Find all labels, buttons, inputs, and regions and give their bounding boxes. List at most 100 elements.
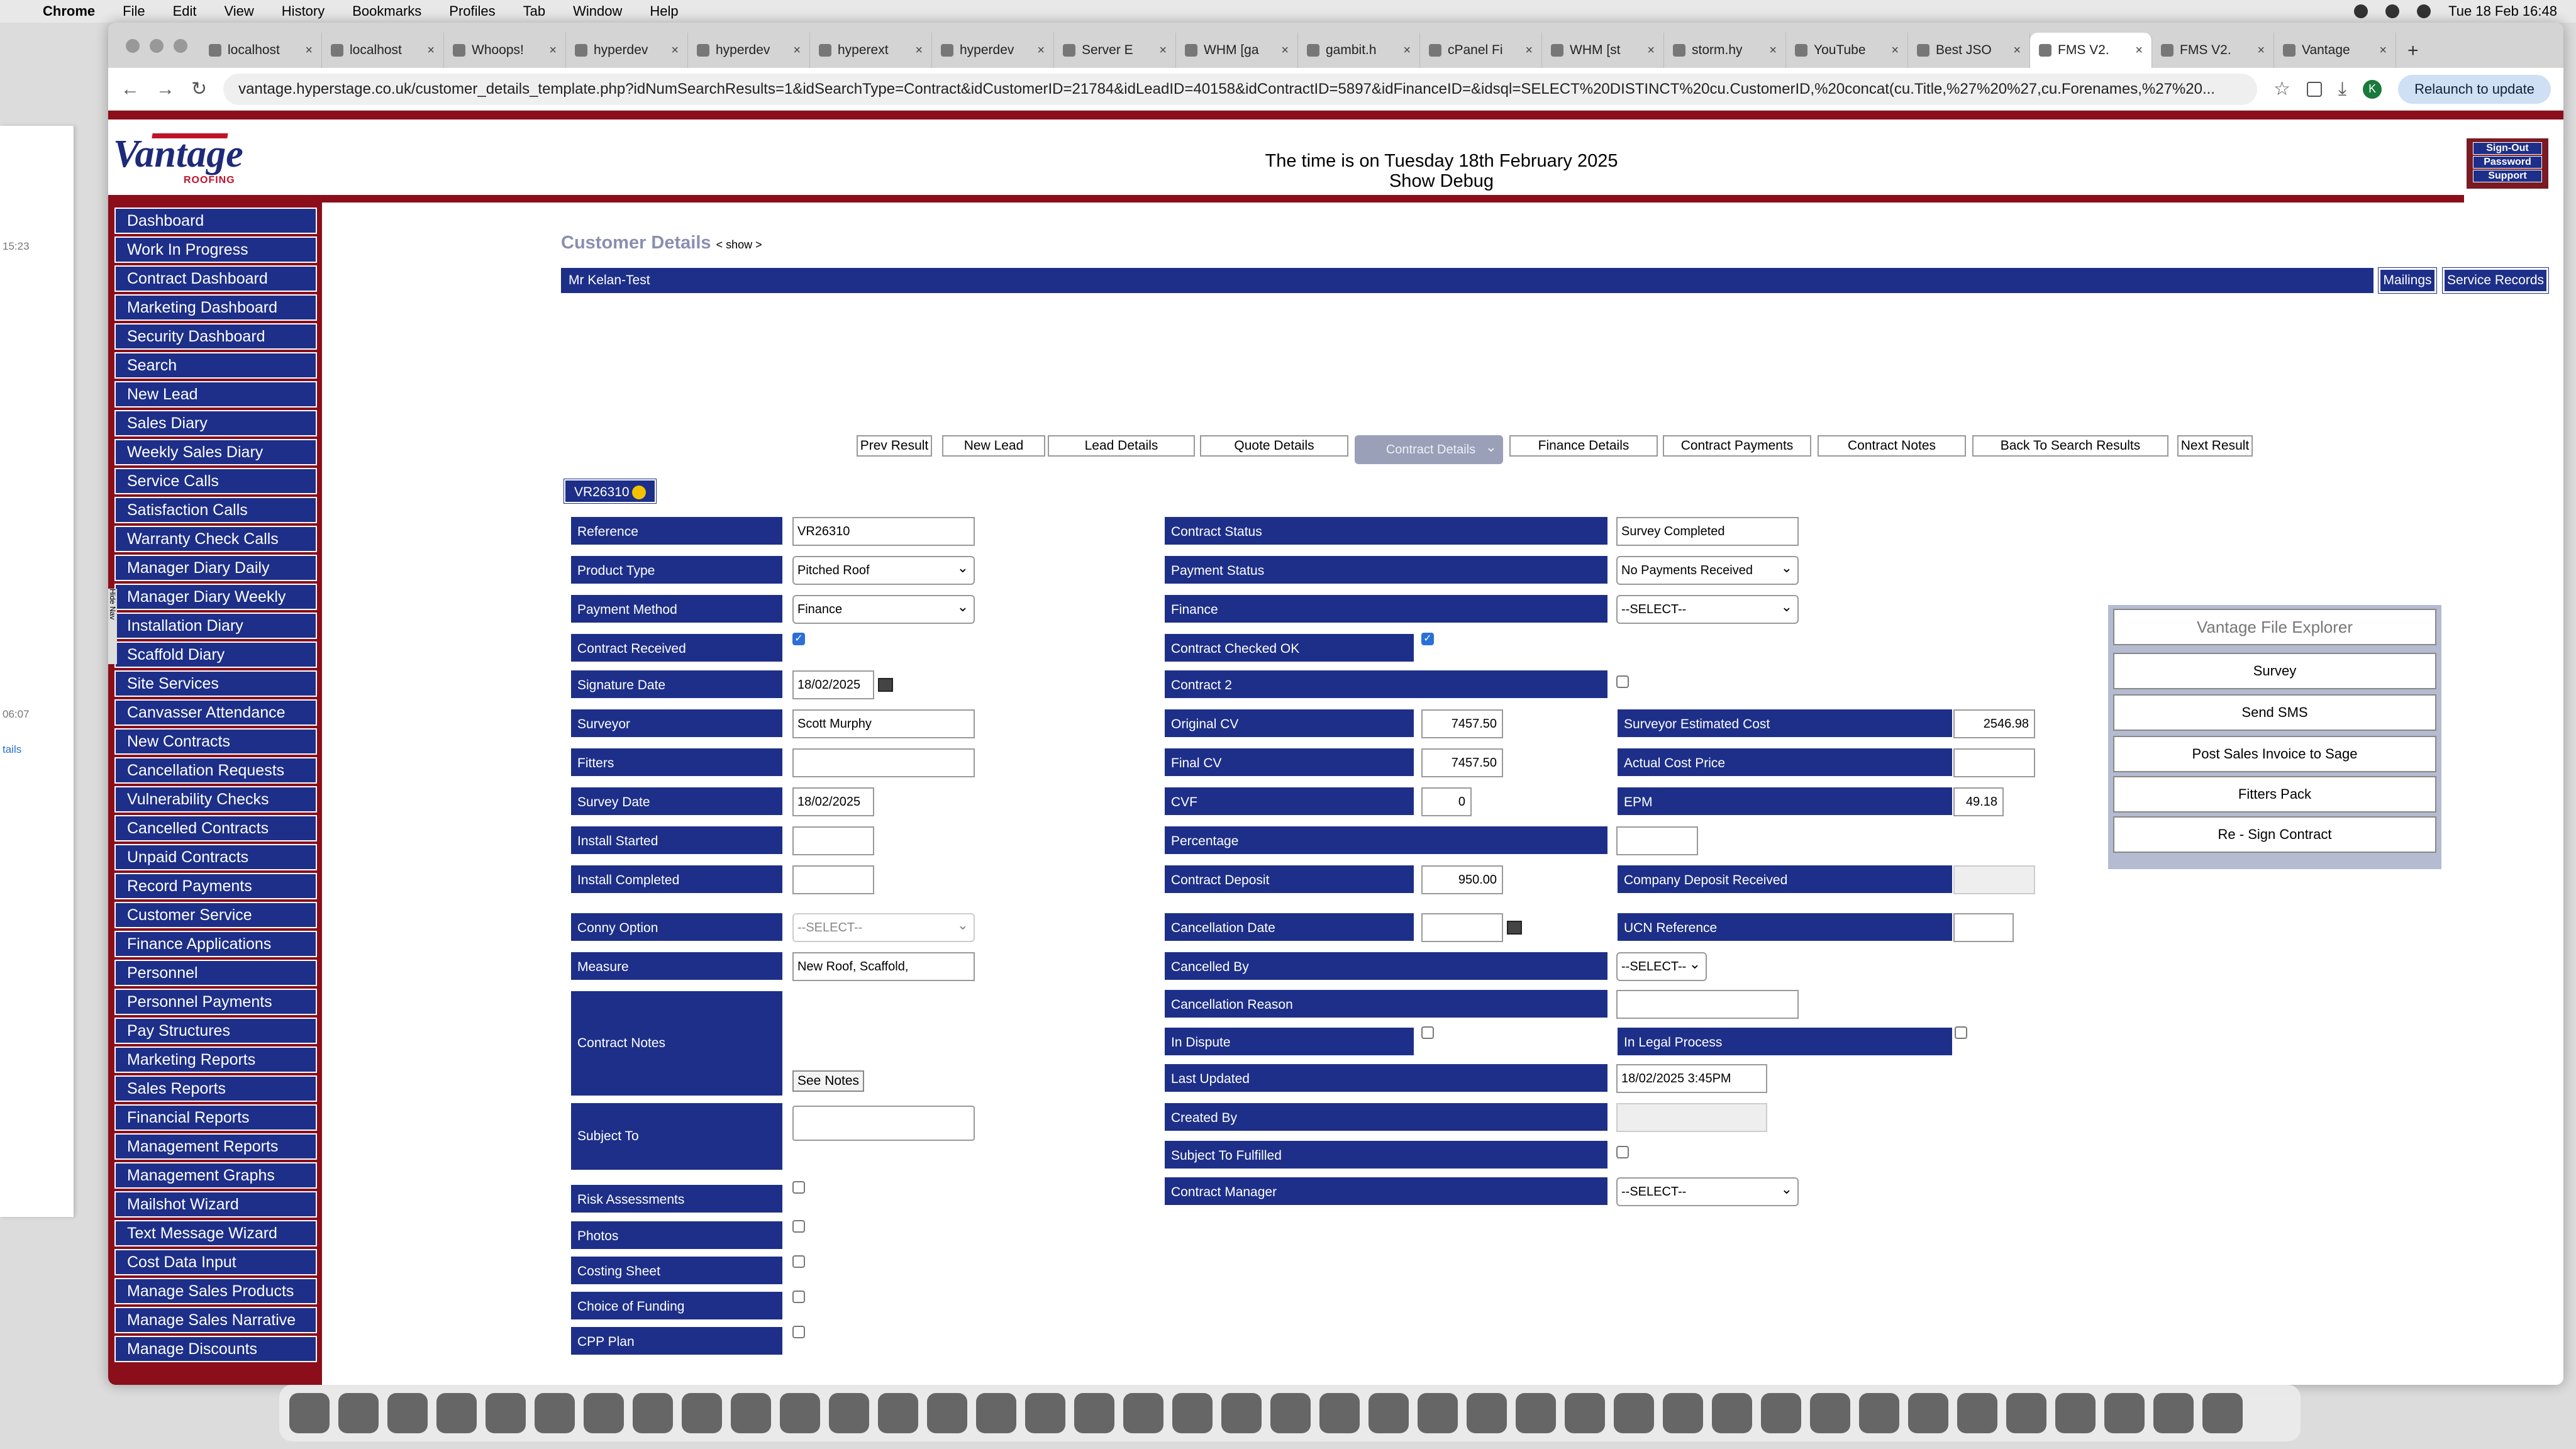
dock-app-icon[interactable] [1221,1393,1262,1433]
new-tab-button[interactable]: + [2407,40,2419,61]
epm-input[interactable]: 49.18 [1953,787,2004,816]
choice-of-funding-checkbox[interactable] [792,1291,805,1303]
contract-2-checkbox[interactable] [1616,675,1629,688]
sidebar-item-management-graphs[interactable]: Management Graphs [114,1162,317,1189]
dock-app-icon[interactable] [731,1393,771,1433]
tab-close-icon[interactable]: × [1159,43,1167,57]
menu-bookmarks[interactable]: Bookmarks [352,3,422,19]
sidebar-item-service-calls[interactable]: Service Calls [114,468,317,494]
dock-app-icon[interactable] [1957,1393,1997,1433]
sidebar-item-marketing-dashboard[interactable]: Marketing Dashboard [114,294,317,321]
tab-close-icon[interactable]: × [427,43,435,57]
mailings-button[interactable]: Mailings [2378,267,2437,294]
sidebar-item-contract-dashboard[interactable]: Contract Dashboard [114,265,317,292]
dock-app-icon[interactable] [436,1393,477,1433]
surveyor-input[interactable]: Scott Murphy [792,709,975,738]
vantage-logo[interactable]: Vantage ROOFING [113,132,258,189]
dock-app-icon[interactable] [927,1393,967,1433]
contract-received-checkbox[interactable]: ✓ [792,633,805,645]
sidebar-item-canvasser-attendance[interactable]: Canvasser Attendance [114,699,317,726]
sidebar-item-finance-applications[interactable]: Finance Applications [114,931,317,957]
menu-view[interactable]: View [224,3,254,19]
browser-tab[interactable]: YouTube × [1786,33,1908,68]
dock-app-icon[interactable] [780,1393,820,1433]
nav-new-lead-button[interactable]: New Lead [942,435,1045,457]
profile-avatar[interactable]: K [2363,79,2382,99]
sidebar-item-manage-sales-products[interactable]: Manage Sales Products [114,1278,317,1304]
install-started-input[interactable] [792,826,874,855]
subject-to-fulfilled-checkbox[interactable] [1616,1146,1629,1158]
contract-checked-ok-checkbox[interactable]: ✓ [1421,633,1434,645]
dock-app-icon[interactable] [1761,1393,1801,1433]
nav-quote-details-button[interactable]: Quote Details [1200,435,1348,457]
dock-app-icon[interactable] [1270,1393,1311,1433]
tab-close-icon[interactable]: × [2013,43,2021,57]
dock-app-icon[interactable] [1859,1393,1899,1433]
back-icon[interactable]: ← [121,78,140,99]
nav-lead-details-button[interactable]: Lead Details [1048,435,1195,457]
dock-app-icon[interactable] [878,1393,918,1433]
dock-app-icon[interactable] [1074,1393,1114,1433]
menu-history[interactable]: History [281,3,325,19]
menu-file[interactable]: File [123,3,145,19]
nav-contract-details-button[interactable]: Contract Details [1355,435,1503,464]
costing-sheet-checkbox[interactable] [792,1255,805,1268]
finance-select[interactable]: --SELECT-- [1616,595,1799,624]
menu-help[interactable]: Help [650,3,679,19]
menu-app-name[interactable]: Chrome [43,3,96,19]
sidebar-item-work-in-progress[interactable]: Work In Progress [114,236,317,263]
sidebar-item-text-message-wizard[interactable]: Text Message Wizard [114,1220,317,1246]
subject-to-textarea[interactable] [792,1106,975,1141]
sidebar-item-search[interactable]: Search [114,352,317,379]
sidebar-item-scaffold-diary[interactable]: Scaffold Diary [114,641,317,668]
menu-tab[interactable]: Tab [523,3,546,19]
browser-tab[interactable]: FMS V2. × [2030,33,2152,68]
nav-finance-details-button[interactable]: Finance Details [1509,435,1658,457]
sidebar-item-mailshot-wizard[interactable]: Mailshot Wizard [114,1191,317,1218]
conny-option-select[interactable]: --SELECT-- [792,913,975,942]
cancelled-by-select[interactable]: --SELECT-- [1616,952,1707,981]
dock-app-icon[interactable] [2055,1393,2096,1433]
sidebar-item-new-lead[interactable]: New Lead [114,381,317,408]
show-debug-link[interactable]: Show Debug [1389,171,1494,191]
tab-close-icon[interactable]: × [1891,43,1899,57]
dock-app-icon[interactable] [1516,1393,1556,1433]
payment-status-select[interactable]: No Payments Received [1616,556,1799,585]
dock-app-icon[interactable] [1319,1393,1360,1433]
calendar-icon[interactable] [1507,921,1522,935]
calendar-icon[interactable] [878,678,893,692]
menu-window[interactable]: Window [573,3,623,19]
company-deposit-received-input[interactable] [1953,865,2035,894]
browser-tab[interactable]: localhost × [322,33,444,68]
sidebar-item-sales-reports[interactable]: Sales Reports [114,1075,317,1102]
tab-close-icon[interactable]: × [1281,43,1289,57]
bg-window-link[interactable]: tails [3,743,22,755]
url-bar[interactable]: vantage.hyperstage.co.uk/customer_detail… [223,73,2257,105]
sidebar-item-cost-data-input[interactable]: Cost Data Input [114,1249,317,1275]
browser-tab[interactable]: Server E × [1054,33,1176,68]
sidebar-item-manage-sales-narrative[interactable]: Manage Sales Narrative [114,1307,317,1333]
bookmark-star-icon[interactable]: ☆ [2273,79,2290,99]
sidebar-item-warranty-check-calls[interactable]: Warranty Check Calls [114,526,317,552]
in-dispute-checkbox[interactable] [1421,1026,1434,1039]
sidebar-item-unpaid-contracts[interactable]: Unpaid Contracts [114,844,317,870]
actual-cost-price-input[interactable] [1953,748,2035,777]
ucn-reference-input[interactable] [1953,913,2014,942]
browser-tab[interactable]: Best JSO × [1908,33,2030,68]
relaunch-button[interactable]: Relaunch to update [2398,74,2551,104]
product-type-select[interactable]: Pitched Roof [792,556,975,585]
cancellation-date-input[interactable] [1421,913,1503,942]
minimize-window-button[interactable] [150,39,164,53]
dock-app-icon[interactable] [1467,1393,1507,1433]
sidebar-item-record-payments[interactable]: Record Payments [114,873,317,899]
sidebar-item-manage-discounts[interactable]: Manage Discounts [114,1336,317,1362]
sidebar-item-marketing-reports[interactable]: Marketing Reports [114,1046,317,1073]
dock-app-icon[interactable] [1908,1393,1948,1433]
dock-app-icon[interactable] [2104,1393,2145,1433]
original-cv-input[interactable]: 7457.50 [1421,709,1503,738]
see-notes-button[interactable]: See Notes [792,1070,865,1092]
dock-app-icon[interactable] [1810,1393,1850,1433]
contract-status-input[interactable]: Survey Completed [1616,517,1799,546]
tab-close-icon[interactable]: × [915,43,923,57]
tab-close-icon[interactable]: × [1037,43,1045,57]
